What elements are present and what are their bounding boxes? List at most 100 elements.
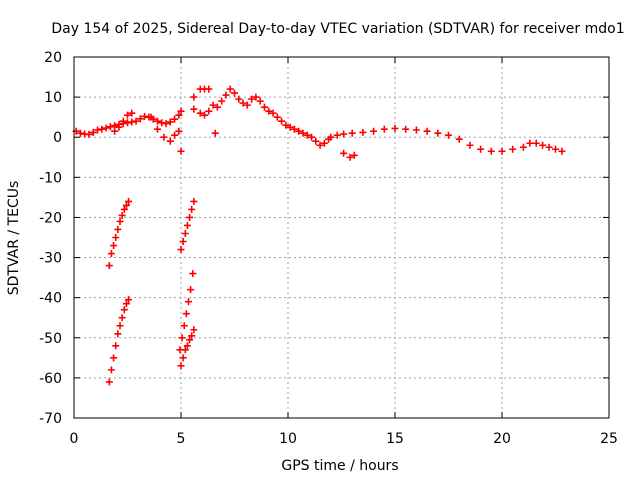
data-point xyxy=(196,109,204,117)
data-point xyxy=(153,125,161,133)
data-point xyxy=(111,127,119,135)
data-point xyxy=(348,129,356,137)
data-point xyxy=(190,197,198,205)
series-1 xyxy=(327,124,566,155)
series-4 xyxy=(105,296,133,386)
data-point xyxy=(222,91,230,99)
axis-ticks: 0 5 10 15 20 25 -70 -60 -50 -40 -30 -20 -10 0 10 20 xyxy=(39,50,618,447)
data-point xyxy=(299,129,307,137)
data-point xyxy=(316,141,324,149)
data-point xyxy=(120,205,128,213)
data-point xyxy=(98,125,106,133)
data-points xyxy=(72,85,566,386)
data-point xyxy=(218,97,226,105)
y-tick-label: -40 xyxy=(39,291,62,307)
y-tick-label: -50 xyxy=(39,331,62,347)
data-point xyxy=(166,137,174,145)
data-point xyxy=(308,133,316,141)
data-point xyxy=(239,99,247,107)
data-point xyxy=(201,111,209,119)
data-point xyxy=(162,120,170,128)
data-point xyxy=(120,306,128,314)
data-point xyxy=(110,354,118,362)
y-tick-label: -70 xyxy=(39,411,62,427)
data-point xyxy=(184,298,192,306)
data-point xyxy=(434,129,442,137)
data-point xyxy=(89,128,97,136)
data-point xyxy=(545,143,553,151)
y-tick-label: 0 xyxy=(53,130,62,146)
data-point xyxy=(402,125,410,133)
y-tick-label: -20 xyxy=(39,210,62,226)
data-point xyxy=(179,238,187,246)
x-axis-label: GPS time / hours xyxy=(281,458,398,474)
data-point xyxy=(278,117,286,125)
data-point xyxy=(122,300,130,308)
data-point xyxy=(112,342,120,350)
y-axis-label: SDTVAR / TECUs xyxy=(6,181,22,296)
data-point xyxy=(141,112,149,120)
data-point xyxy=(552,145,559,153)
data-point xyxy=(125,197,133,205)
data-point xyxy=(153,117,161,125)
data-point xyxy=(487,147,495,155)
data-point xyxy=(327,133,335,141)
data-point xyxy=(118,314,126,322)
data-point xyxy=(119,117,127,125)
data-point xyxy=(76,129,84,137)
data-point xyxy=(282,121,290,129)
data-point xyxy=(177,107,185,115)
data-point xyxy=(177,147,185,155)
data-point xyxy=(226,85,234,93)
data-point xyxy=(176,346,184,354)
x-tick-label: 15 xyxy=(386,431,404,447)
x-tick-label: 25 xyxy=(600,431,618,447)
data-point xyxy=(370,127,378,135)
data-point xyxy=(158,119,166,127)
data-point xyxy=(498,147,506,155)
data-point xyxy=(132,117,140,125)
data-point xyxy=(519,143,527,151)
data-point xyxy=(171,131,179,139)
data-point xyxy=(118,211,126,219)
data-point xyxy=(477,145,485,153)
data-point xyxy=(187,286,195,294)
data-point xyxy=(182,310,190,318)
data-point xyxy=(350,151,358,159)
data-point xyxy=(171,115,179,123)
y-tick-label: 10 xyxy=(44,90,62,106)
data-point xyxy=(183,342,191,350)
data-point xyxy=(136,115,144,123)
data-point xyxy=(380,125,388,133)
data-point xyxy=(391,124,399,132)
y-tick-label: 20 xyxy=(44,50,62,66)
data-point xyxy=(180,322,188,330)
data-point xyxy=(269,109,277,117)
series-5 xyxy=(177,197,198,254)
data-point xyxy=(320,139,328,147)
data-point xyxy=(256,97,264,105)
data-point xyxy=(107,366,115,374)
data-point xyxy=(526,139,534,147)
x-tick-label: 5 xyxy=(177,431,186,447)
data-point xyxy=(265,107,273,115)
data-point xyxy=(190,105,198,113)
data-point xyxy=(128,109,136,117)
data-point xyxy=(359,128,367,136)
data-point xyxy=(445,131,452,139)
data-point xyxy=(290,125,298,133)
data-point xyxy=(175,111,183,119)
data-point xyxy=(532,139,540,147)
data-point xyxy=(333,131,341,139)
data-point xyxy=(346,153,354,161)
data-point xyxy=(260,103,268,111)
data-point xyxy=(110,242,118,250)
data-point xyxy=(94,126,102,134)
data-point xyxy=(466,141,474,149)
series-3 xyxy=(105,197,133,270)
data-point xyxy=(106,123,114,131)
data-point xyxy=(186,213,194,221)
data-point xyxy=(116,217,124,225)
data-point xyxy=(116,322,124,330)
x-tick-label: 10 xyxy=(279,431,297,447)
